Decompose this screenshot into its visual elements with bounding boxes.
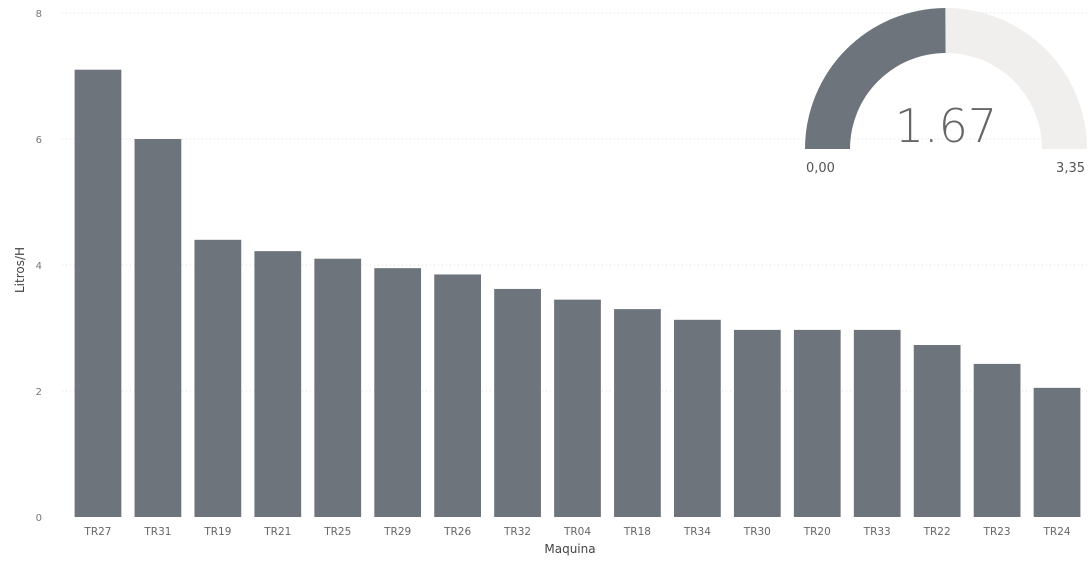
bar-tr22 — [913, 345, 961, 517]
bar-tr19 — [194, 239, 242, 518]
gauge-max-label: 3,35 — [1056, 161, 1085, 176]
x-tick-label: TR24 — [1042, 526, 1070, 538]
x-tick-label: TR18 — [623, 526, 651, 538]
x-tick-label: TR26 — [443, 526, 471, 538]
gauge-fill — [805, 8, 946, 149]
y-tick-label: 4 — [36, 261, 42, 272]
y-tick-label: 2 — [36, 387, 42, 398]
bar-tr25 — [314, 258, 362, 517]
bar-tr04 — [554, 299, 601, 517]
bar-tr32 — [494, 288, 541, 517]
bar-tr23 — [973, 363, 1021, 517]
x-tick-label: TR30 — [743, 526, 771, 538]
y-tick-label: 6 — [36, 135, 42, 146]
bar-tr34 — [674, 319, 721, 517]
x-axis-ticks: TR27 TR31 TR19 TR21 TR25 TR29 TR26 TR32 TR04 TR18… — [83, 526, 1070, 538]
y-tick-label: 8 — [36, 9, 42, 20]
bar-tr18 — [614, 309, 661, 517]
y-axis-title: Litros/H — [13, 247, 27, 293]
x-axis-title: Maquina — [544, 542, 595, 556]
x-tick-label: TR23 — [983, 526, 1011, 538]
x-tick-label: TR19 — [203, 526, 231, 538]
x-tick-label: TR20 — [803, 526, 831, 538]
x-tick-label: TR22 — [923, 526, 951, 538]
gauge-min-label: 0,00 — [806, 161, 835, 176]
x-tick-label: TR27 — [83, 526, 111, 538]
x-tick-label: TR34 — [683, 526, 711, 538]
x-tick-label: TR32 — [503, 526, 531, 538]
x-tick-label: TR21 — [263, 526, 291, 538]
x-tick-label: TR25 — [323, 526, 351, 538]
y-axis-ticks: 0 2 4 6 8 — [36, 9, 42, 524]
bar-tr26 — [434, 274, 481, 517]
gauge-value: 1.67 — [895, 99, 997, 153]
x-tick-label: TR33 — [863, 526, 891, 538]
bar-tr30 — [733, 329, 781, 517]
bar-tr21 — [254, 251, 302, 517]
x-tick-label: TR29 — [383, 526, 411, 538]
bar-tr20 — [793, 329, 841, 517]
bar-tr24 — [1033, 387, 1081, 517]
x-tick-label: TR31 — [143, 526, 171, 538]
gauge: 1.67 0,00 3,35 — [805, 8, 1087, 176]
bar-tr29 — [374, 268, 422, 517]
bar-tr33 — [853, 329, 901, 517]
y-tick-label: 0 — [36, 513, 42, 524]
bar-tr27 — [74, 69, 122, 517]
bar-tr31 — [134, 139, 182, 517]
x-tick-label: TR04 — [563, 526, 591, 538]
bars — [74, 69, 1081, 518]
